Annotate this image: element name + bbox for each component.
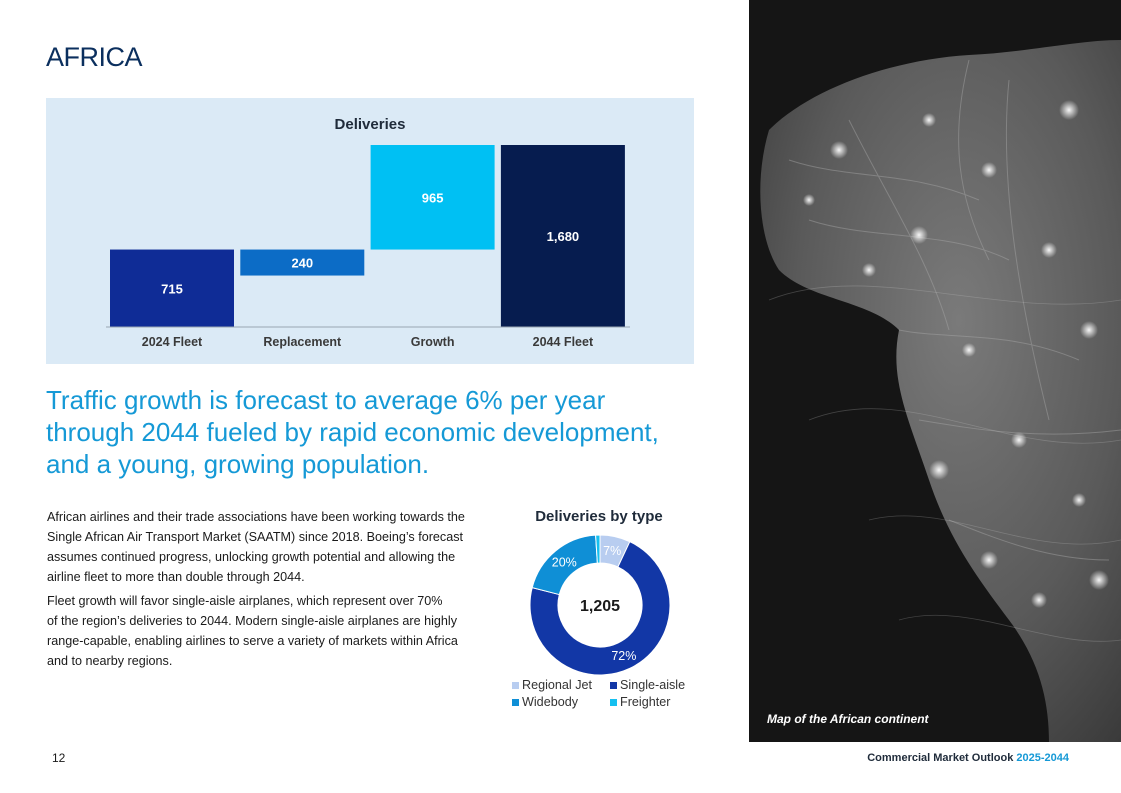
africa-map-illustration (749, 0, 1121, 742)
deliveries-chart: Deliveries 715 240 965 1,680 2024 Fleet Repl… (46, 98, 694, 364)
legend-item: Single-aisle (610, 678, 702, 692)
donut-chart-title: Deliveries by type (535, 508, 663, 525)
legend-item: Widebody (512, 695, 610, 709)
bar-replacement (240, 249, 365, 276)
paragraph-line: Single African Air Transport Market (SAA… (47, 530, 464, 544)
legend-swatch (610, 698, 617, 706)
africa-map-image: Map of the African continent (749, 0, 1121, 742)
footer-publication-title: Commercial Market Outlook 2025-2044 (867, 752, 1069, 764)
donut-center-label: 1,205 (580, 598, 620, 615)
legend-label: Widebody (522, 695, 579, 709)
x-axis-label: 2044 Fleet (533, 335, 594, 349)
paragraph: African airlines and their trade associa… (47, 507, 502, 587)
country-borders (788, 59, 1121, 561)
legend-swatch (610, 681, 617, 689)
page-title: AFRICA (46, 42, 143, 72)
paragraph: Fleet growth will favor single-aisle air… (47, 591, 502, 671)
donut-slice-label: 20% (552, 555, 577, 569)
paragraph-line: and to nearby regions. (47, 654, 173, 668)
bar-value-label: 1,680 (547, 229, 580, 244)
city-lights (803, 100, 1109, 608)
bar-2024-fleet (110, 249, 234, 327)
donut-slice-single-aisle (529, 540, 671, 676)
legend-label: Regional Jet (522, 678, 593, 692)
bar-value-label: 965 (422, 190, 444, 205)
headline-line: through 2044 fueled by rapid economic de… (46, 417, 659, 447)
paragraph-line: airline fleet to more than double throug… (47, 570, 305, 584)
africa-landmass (760, 40, 1121, 742)
deliveries-waterfall-chart: Deliveries 715 240 965 1,680 2024 Fleet Repl… (106, 116, 630, 349)
flight-arcs (768, 285, 1121, 642)
bar-2044-fleet (500, 145, 625, 327)
x-axis-label: 2024 Fleet (142, 335, 203, 349)
legend-label: Freighter (620, 695, 671, 709)
paragraph-line: African airlines and their trade associa… (47, 510, 465, 524)
paragraph-line: Fleet growth will favor single-aisle air… (47, 594, 443, 608)
page-number: 12 (52, 751, 66, 765)
footer-years: 2025-2044 (1016, 752, 1069, 764)
bar-value-label: 715 (161, 281, 183, 296)
legend-item: Freighter (610, 695, 702, 709)
headline-line: Traffic growth is forecast to average 6%… (46, 385, 606, 415)
legend-swatch (512, 698, 519, 706)
x-axis-label: Replacement (263, 335, 342, 349)
footer-publication-name: Commercial Market Outlook (867, 752, 1014, 764)
headline: Traffic growth is forecast to average 6%… (46, 384, 706, 480)
donut-slice-label: 72% (611, 649, 636, 663)
bar-growth (370, 145, 495, 250)
bar-value-label: 240 (291, 256, 313, 271)
legend-item: Regional Jet (512, 678, 610, 692)
deliveries-by-type-donut: 7% 72% 20% 1,205 (529, 534, 671, 676)
donut-legend: Regional Jet Single-aisle Widebody Freighte… (512, 678, 702, 709)
donut-slice-freighter (595, 534, 601, 564)
x-axis-label: Growth (411, 335, 455, 349)
body-text: African airlines and their trade associa… (47, 507, 502, 675)
paragraph-line: range-capable, enabling airlines to serv… (47, 634, 458, 648)
paragraph-line: of the region’s deliveries to 2044. Mode… (47, 614, 458, 628)
map-caption: Map of the African continent (767, 712, 929, 726)
deliveries-chart-title: Deliveries (335, 116, 406, 133)
legend-swatch (512, 681, 519, 689)
donut-slice-label: 7% (603, 544, 621, 558)
paragraph-line: assumes continued progress, unlocking gr… (47, 550, 456, 564)
headline-line: and a young, growing population. (46, 449, 430, 479)
legend-label: Single-aisle (620, 678, 686, 692)
